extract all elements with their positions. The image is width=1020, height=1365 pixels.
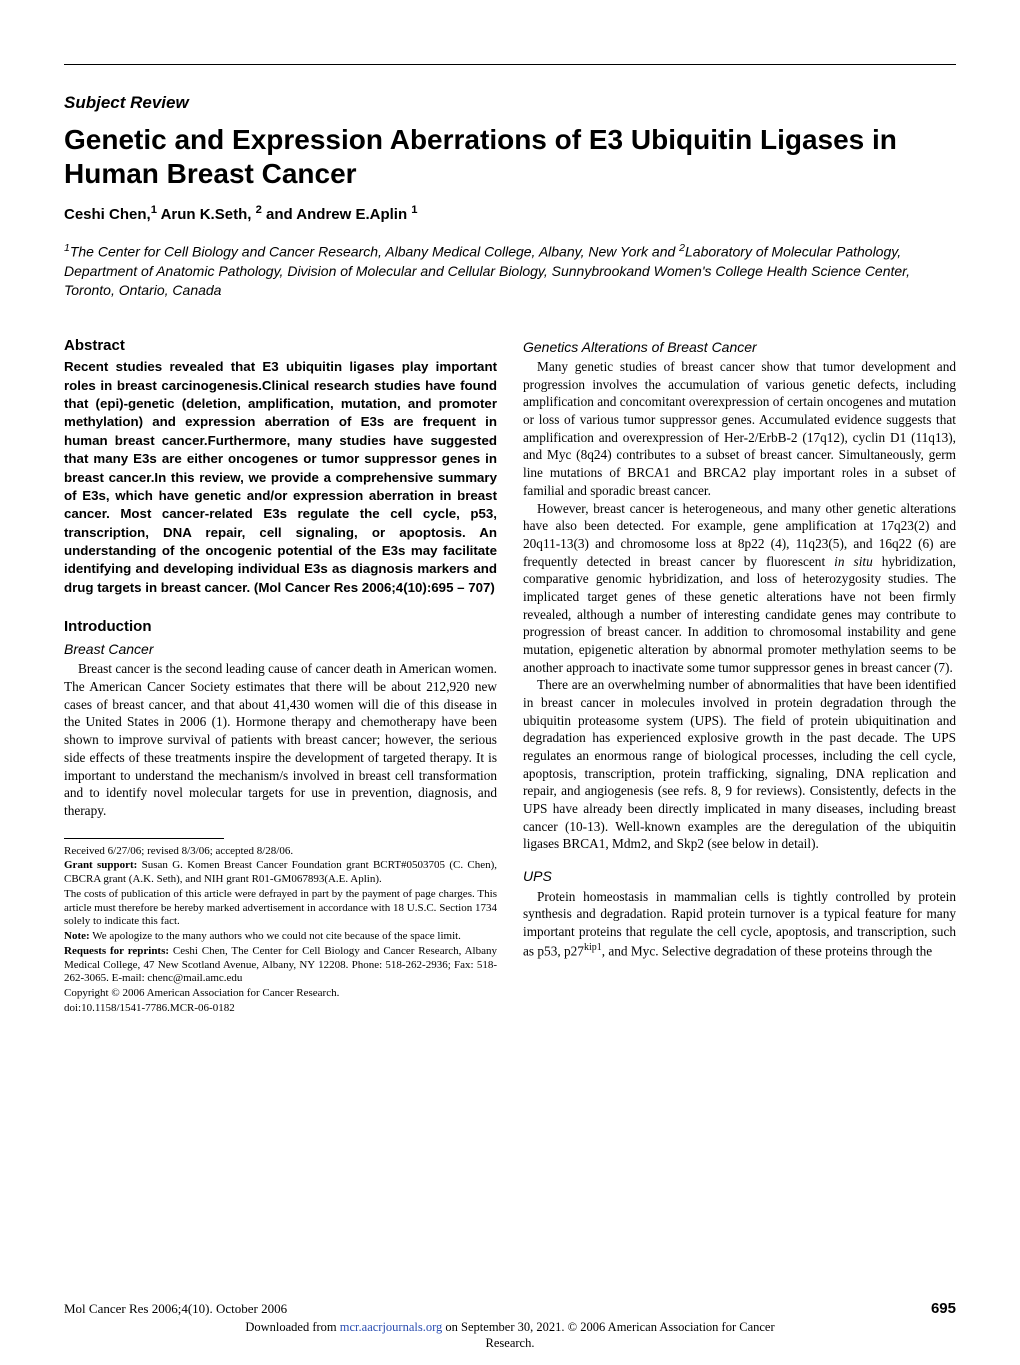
footnote-note: Note: We apologize to the many authors w… <box>64 930 497 944</box>
grant-label: Grant support: <box>64 859 137 871</box>
genetics-p2: However, breast cancer is heterogeneous,… <box>523 500 956 677</box>
right-column: Genetics Alterations of Breast Cancer Ma… <box>523 336 956 1017</box>
footnote-copyright: Copyright © 2006 American Association fo… <box>64 987 497 1001</box>
top-rule <box>64 64 956 65</box>
download-note: Downloaded from mcr.aacrjournals.org on … <box>0 1319 1020 1352</box>
abstract-heading: Abstract <box>64 336 497 356</box>
footnote-requests: Requests for reprints: Ceshi Chen, The C… <box>64 945 497 986</box>
page-number: 695 <box>931 1300 956 1317</box>
genetics-p1: Many genetic studies of breast cancer sh… <box>523 358 956 499</box>
note-label: Note: <box>64 930 90 942</box>
footnote-doi: doi:10.1158/1541-7786.MCR-06-0182 <box>64 1002 497 1016</box>
requests-label: Requests for reprints: <box>64 945 169 957</box>
subject-review-label: Subject Review <box>64 93 956 113</box>
authors-line: Ceshi Chen,1 Arun K.Seth, 2 and Andrew E… <box>64 204 956 223</box>
genetics-p3: There are an overwhelming number of abno… <box>523 676 956 853</box>
footnote-rule <box>64 838 224 839</box>
page-footer: Mol Cancer Res 2006;4(10). October 2006 … <box>64 1300 956 1317</box>
ups-p1: Protein homeostasis in mammalian cells i… <box>523 888 956 960</box>
breast-cancer-subhead: Breast Cancer <box>64 640 497 659</box>
ups-subhead: UPS <box>523 867 956 886</box>
article-title: Genetic and Expression Aberrations of E3… <box>64 123 956 190</box>
affiliations: 1The Center for Cell Biology and Cancer … <box>64 241 956 299</box>
two-column-body: Abstract Recent studies revealed that E3… <box>64 336 956 1017</box>
genetics-subhead: Genetics Alterations of Breast Cancer <box>523 338 956 357</box>
footnotes-block: Received 6/27/06; revised 8/3/06; accept… <box>64 845 497 1016</box>
left-column: Abstract Recent studies revealed that E3… <box>64 336 497 1017</box>
footnote-grant: Grant support: Susan G. Komen Breast Can… <box>64 859 497 887</box>
footnote-received: Received 6/27/06; revised 8/3/06; accept… <box>64 845 497 859</box>
journal-citation: Mol Cancer Res 2006;4(10). October 2006 <box>64 1301 287 1317</box>
footnote-costs: The costs of publication of this article… <box>64 888 497 929</box>
introduction-heading: Introduction <box>64 617 497 637</box>
abstract-text: Recent studies revealed that E3 ubiquiti… <box>64 358 497 596</box>
note-text: We apologize to the many authors who we … <box>90 930 461 942</box>
breast-cancer-paragraph: Breast cancer is the second leading caus… <box>64 660 497 819</box>
